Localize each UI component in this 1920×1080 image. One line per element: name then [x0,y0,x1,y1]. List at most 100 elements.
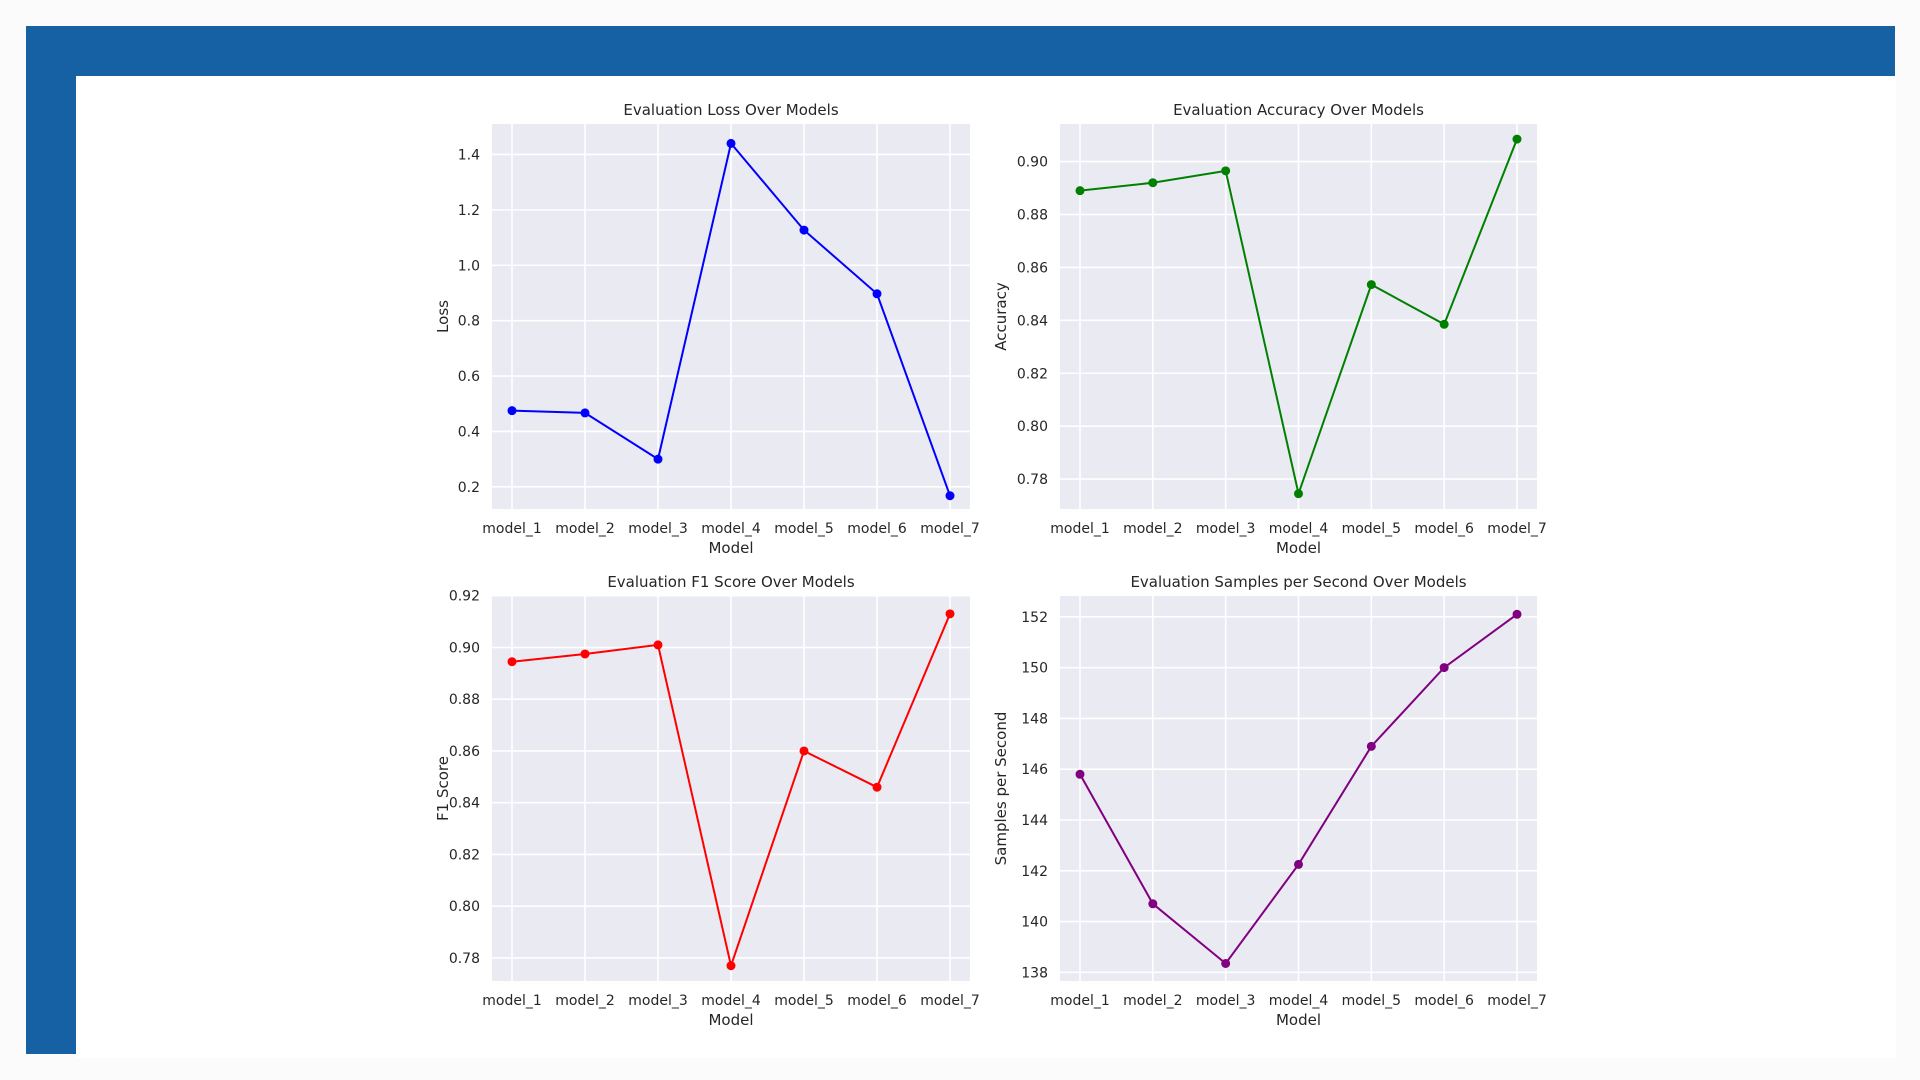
x-tick-label: model_6 [1414,521,1474,537]
data-point [1221,166,1231,176]
x-tick-label: model_4 [1269,521,1329,537]
chart-title: Evaluation F1 Score Over Models [607,573,855,591]
y-axis-label: F1 Score [434,756,452,821]
data-point [1366,280,1376,290]
data-point [1075,186,1085,196]
y-tick-label: 0.86 [1017,260,1048,276]
x-tick-label: model_7 [920,993,980,1009]
chart-panel-1: 0.2 0.4 0.6 0.8 1.0 1.2 1.4 model_1 model_2 model… [434,101,980,557]
x-tick-label: model_2 [555,993,615,1009]
data-point [1294,859,1303,869]
y-tick-label: 0.82 [1017,366,1048,382]
chart-panel-4: 138 140 142 144 146 148 150 152 model_1 model_2 mo… [992,573,1547,1029]
y-tick-label: 0.84 [449,796,480,812]
y-tick-label: 146 [1021,762,1048,778]
x-tick-label: model_3 [1196,993,1256,1009]
y-axis-label: Loss [434,300,452,333]
y-tick-label: 0.2 [458,480,480,496]
y-tick-label: 0.80 [449,899,480,915]
x-tick-label: model_1 [1050,521,1110,537]
data-point [1221,958,1231,968]
y-tick-label: 0.86 [449,744,480,760]
x-tick-label: model_5 [774,521,834,537]
frame-border: 0.2 0.4 0.6 0.8 1.0 1.2 1.4 model_1 model_2 model… [26,26,1896,1058]
x-tick-label: model_7 [1487,521,1547,537]
y-tick-label: 0.80 [1017,419,1048,435]
x-tick-label: model_7 [1487,993,1547,1009]
chart-panel-3: 0.78 0.80 0.82 0.84 0.86 0.88 0.90 0.92 model_1 m… [434,573,980,1029]
data-point [580,408,590,418]
y-tick-label: 150 [1021,661,1048,677]
x-tick-label: model_2 [1123,521,1183,537]
data-point [872,782,882,792]
x-tick-label: model_5 [1342,521,1402,537]
y-tick-label: 0.8 [458,314,480,330]
data-point [1439,663,1449,673]
x-tick-label: model_2 [555,521,615,537]
y-tick-label: 0.4 [458,424,480,440]
y-tick-label: 0.90 [449,640,480,656]
data-point [726,138,736,148]
data-point [1439,319,1449,329]
x-axis-label: Model [708,1011,753,1029]
data-point [799,225,809,235]
figure-canvas: 0.2 0.4 0.6 0.8 1.0 1.2 1.4 model_1 model_2 model… [76,76,1896,1058]
y-axis-label: Samples per Second [992,712,1010,866]
y-tick-label: 0.78 [1017,472,1048,488]
y-tick-label: 152 [1021,610,1048,626]
x-tick-label: model_6 [847,521,907,537]
y-tick-label: 0.84 [1017,313,1048,329]
y-tick-label: 148 [1021,711,1048,727]
data-point [1148,899,1158,909]
data-point [653,454,663,464]
data-point [945,609,955,619]
x-tick-label: model_3 [1196,521,1256,537]
data-point [726,961,736,971]
y-tick-label: 1.2 [458,203,480,219]
x-tick-label: model_4 [701,521,761,537]
y-tick-label: 0.78 [449,951,480,967]
y-tick-label: 0.88 [449,692,480,708]
data-point [1148,178,1158,188]
y-tick-label: 1.4 [458,147,480,163]
data-point [799,746,809,756]
data-point [507,406,517,416]
y-tick-label: 0.88 [1017,207,1048,223]
y-tick-label: 138 [1021,965,1048,981]
x-tick-label: model_3 [628,993,688,1009]
data-point [580,649,590,659]
data-point [1366,741,1376,751]
data-point [1512,609,1522,619]
x-tick-label: model_5 [1342,993,1402,1009]
chart-title: Evaluation Samples per Second Over Model… [1130,573,1466,591]
data-point [1294,489,1303,499]
x-tick-label: model_6 [1414,993,1474,1009]
x-tick-label: model_7 [920,521,980,537]
y-tick-label: 0.92 [449,589,480,605]
x-tick-label: model_1 [1050,993,1110,1009]
data-point [507,657,517,667]
y-tick-label: 144 [1021,813,1048,829]
data-point [872,289,882,299]
x-tick-label: model_1 [482,993,542,1009]
chart-panel-2: 0.78 0.80 0.82 0.84 0.86 0.88 0.90 model_1 model… [992,101,1547,557]
x-axis-label: Model [1276,1011,1321,1029]
x-tick-label: model_1 [482,521,542,537]
x-axis-label: Model [1276,539,1321,557]
x-tick-label: model_4 [701,993,761,1009]
data-point [1512,134,1522,144]
y-tick-label: 0.6 [458,369,480,385]
x-tick-label: model_2 [1123,993,1183,1009]
x-axis-label: Model [708,539,753,557]
y-axis-label: Accuracy [992,282,1010,351]
data-point [1075,769,1085,779]
chart-title: Evaluation Loss Over Models [623,101,838,119]
y-tick-label: 1.0 [458,258,480,274]
data-point [945,491,955,501]
x-tick-label: model_6 [847,993,907,1009]
y-tick-label: 142 [1021,864,1048,880]
chart-title: Evaluation Accuracy Over Models [1173,101,1424,119]
y-tick-label: 0.90 [1017,155,1048,171]
x-tick-label: model_4 [1269,993,1329,1009]
